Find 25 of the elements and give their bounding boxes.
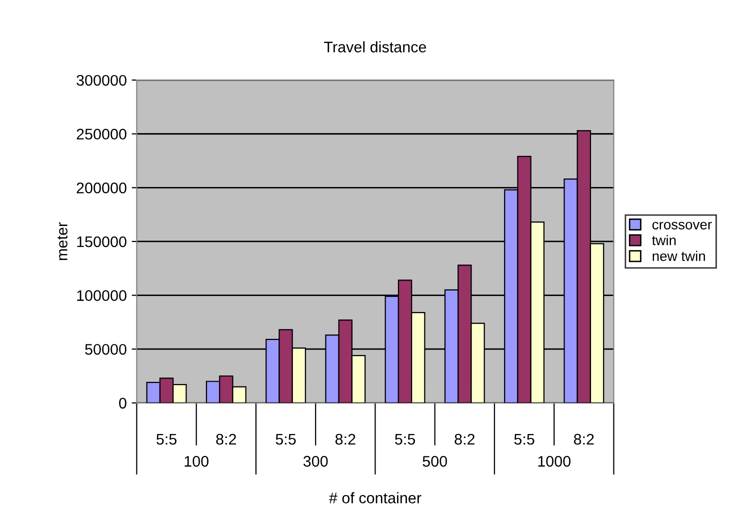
legend-label: crossover: [652, 222, 712, 230]
text: 500: [422, 456, 447, 467]
y-tick-label: 150000: [77, 236, 126, 248]
x-tick-label: 8:2: [454, 434, 475, 445]
y-tick-label: 250000: [76, 128, 126, 140]
x-tick-label: 8:2: [335, 434, 356, 445]
y-axis-title: meter: [57, 222, 68, 260]
x-tick-label: 8:2: [216, 434, 236, 445]
x-tick-label: 8:2: [574, 434, 594, 445]
x-axis-title: # of container: [329, 492, 422, 504]
legend-label: new twin: [652, 250, 705, 262]
y-tick-label: 50000: [85, 344, 126, 355]
text: 300: [303, 456, 328, 467]
x-tick-label: 5:5: [395, 434, 416, 445]
y-tick-label: 100000: [77, 290, 126, 301]
y-tick-label: 300000: [76, 74, 126, 86]
y-tick-label: 200000: [76, 182, 126, 194]
x-tick-label: 5:5: [156, 434, 177, 445]
chart-title: Travel distance: [324, 41, 426, 52]
text: 100: [184, 456, 208, 467]
x-tick-label: 5:5: [514, 434, 534, 445]
legend-label: twin: [652, 235, 676, 246]
x-tick-label: 5:5: [276, 434, 296, 445]
y-tick-label: 0: [119, 398, 126, 409]
text: 1000: [538, 456, 570, 467]
